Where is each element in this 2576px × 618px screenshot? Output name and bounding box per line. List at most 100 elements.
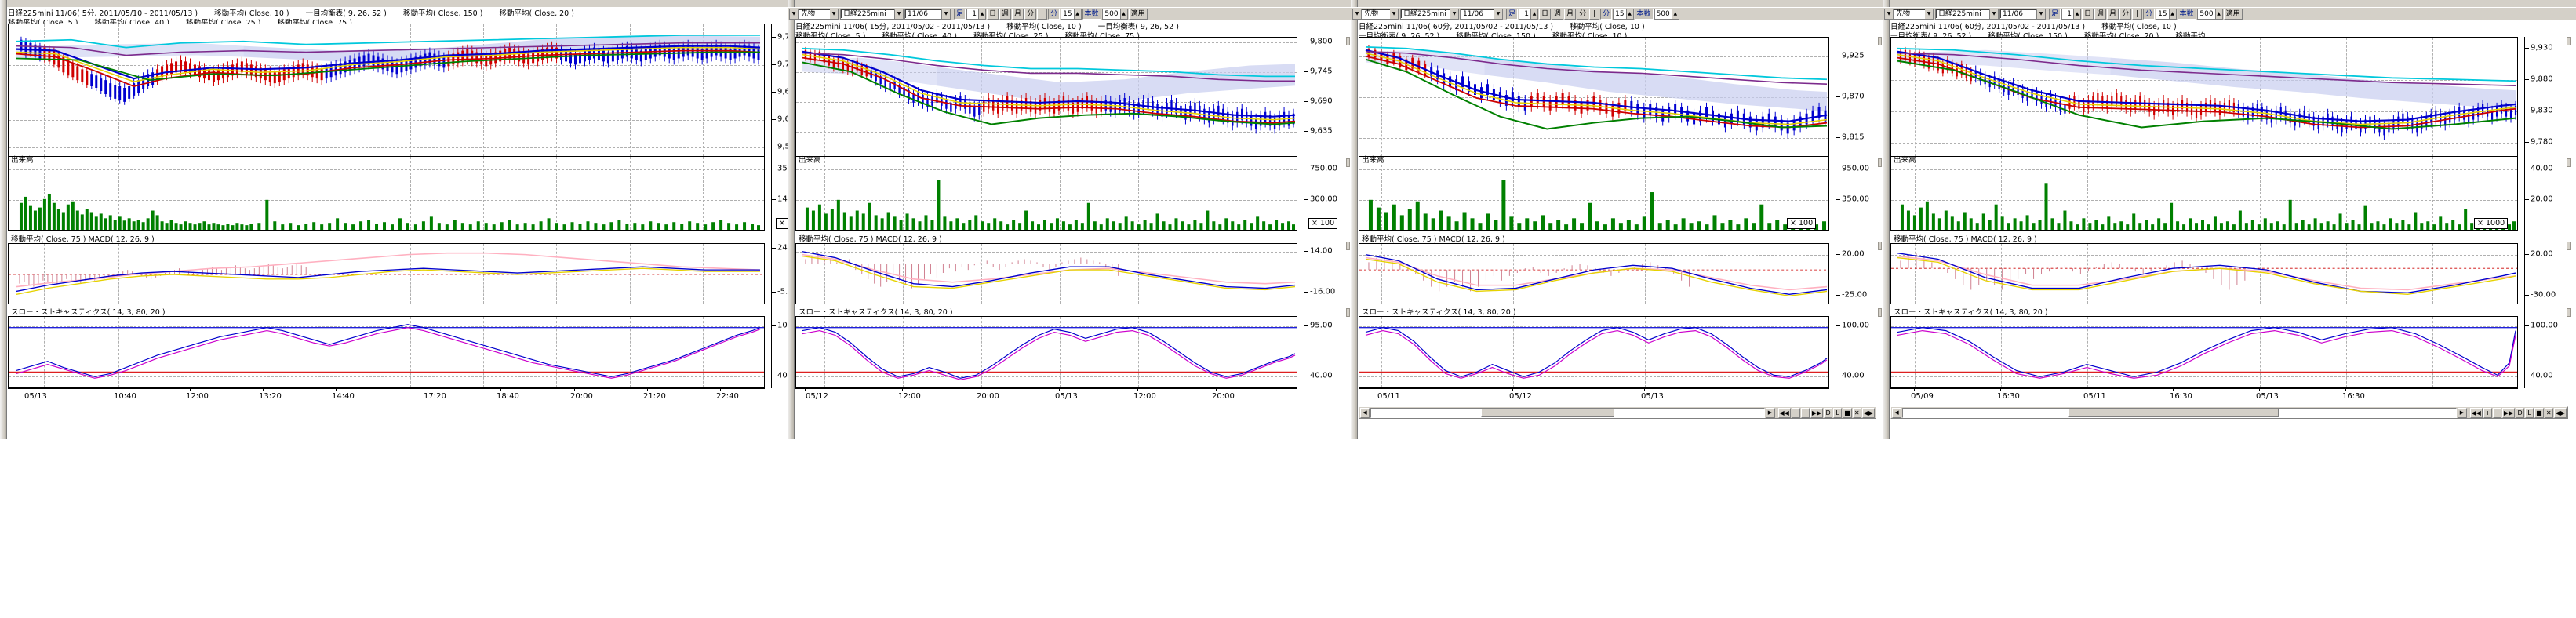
panel-3-one-spin[interactable]: 1 ▲ — [1519, 8, 1539, 20]
panel-2-axis-handle-stoch[interactable] — [1346, 308, 1350, 317]
chart-panel-3[interactable]: ▼ 先物 ▼ 日経225mini ▼ 11/06 ▼ 足 1 ▲ — [1351, 0, 1883, 439]
panel-4-nav-bar[interactable]: ◀ ▶ ◀◀ + − ▶▶ D L ■ ✕ ◀▶ — [1890, 406, 2568, 419]
panel-3-macd-pane[interactable] — [1359, 243, 1829, 304]
panel-4-left-scrollbar[interactable] — [1883, 0, 1890, 439]
panel-3-left-scrollbar[interactable] — [1351, 0, 1358, 439]
chevron-down-icon[interactable]: ▼ — [894, 9, 903, 19]
panel-3-price-pane[interactable] — [1359, 37, 1829, 157]
panel-3-bars-spin[interactable]: 500 ▲ — [1654, 8, 1679, 20]
panel-3-volume-pane[interactable] — [1359, 156, 1829, 231]
chevron-down-icon[interactable]: ▼ — [1353, 9, 1362, 19]
panel-2-stoch-pane[interactable] — [795, 316, 1297, 388]
spinner-icon[interactable]: ▲ — [978, 9, 986, 19]
panel-3-bar-button[interactable]: | — [1589, 8, 1600, 20]
panel-3-nav-btn-0[interactable]: ◀◀ — [1777, 407, 1791, 418]
panel-4-month-button[interactable]: 月 — [2107, 8, 2119, 20]
panel-4-nav-btn-0[interactable]: ◀◀ — [2469, 407, 2483, 418]
panel-2-bars-spin[interactable]: 500 ▲ — [1101, 8, 1128, 20]
chevron-down-icon[interactable]: ▼ — [1925, 9, 1934, 19]
panel-3-honsu-button[interactable]: 本数 — [1634, 8, 1654, 20]
panel-4-week-button[interactable]: 週 — [2094, 8, 2107, 20]
panel-4-axis-handle-price[interactable] — [2567, 37, 2571, 45]
panel-3-axis-handle-macd[interactable] — [1878, 242, 1882, 250]
spinner-icon[interactable]: ▲ — [2168, 9, 2176, 19]
panel-3-nav-btn-7[interactable]: ✕ — [1852, 407, 1861, 418]
panel-4-axis-handle-macd[interactable] — [2567, 242, 2571, 250]
chevron-down-icon[interactable]: ▼ — [2036, 9, 2045, 19]
panel-4-ashi-button[interactable]: 足 — [2049, 8, 2061, 20]
spinner-icon[interactable]: ▲ — [1671, 9, 1679, 19]
panel-3-contract-combo[interactable]: 11/06 ▼ — [1460, 8, 1503, 20]
panel-3-axis-handle-price[interactable] — [1878, 37, 1882, 45]
panel-2-product-combo[interactable]: ▼ 先物 ▼ — [789, 8, 839, 20]
panel-4-nav-btn-5[interactable]: L — [2525, 407, 2534, 418]
panel-3-min2-button[interactable]: 分 — [1600, 8, 1613, 20]
panel-4-interval-spin[interactable]: 15 ▲ — [2156, 8, 2177, 20]
panel-2-macd-pane[interactable] — [795, 243, 1297, 304]
panel-4-nav-btn-6[interactable]: ■ — [2534, 407, 2544, 418]
chevron-down-icon[interactable]: ▼ — [1450, 9, 1458, 19]
panel-4-toolbar[interactable]: ▼ 先物 ▼ 日経225mini ▼ 11/06 ▼ 足 1 ▲ — [1883, 7, 2576, 20]
panel-1-left-scrollbar[interactable] — [0, 0, 7, 439]
panel-3-nav-right-arrow[interactable]: ▶ — [1765, 407, 1775, 418]
panel-3-month-button[interactable]: 月 — [1564, 8, 1577, 20]
panel-3-nav-track[interactable] — [1370, 407, 1765, 418]
panel-4-axis-handle-stoch[interactable] — [2567, 308, 2571, 317]
panel-1-price-pane[interactable] — [8, 24, 765, 157]
panel-4-nav-btn-8[interactable]: ◀▶ — [2553, 407, 2567, 418]
panel-4-bar-button[interactable]: | — [2132, 8, 2143, 20]
chevron-down-icon[interactable]: ▼ — [941, 9, 950, 19]
spinner-icon[interactable]: ▲ — [2073, 9, 2081, 19]
spinner-icon[interactable]: ▲ — [1530, 9, 1538, 19]
panel-1-stoch-pane[interactable] — [8, 316, 765, 388]
panel-4-one-spin[interactable]: 1 ▲ — [2061, 8, 2082, 20]
panel-4-macd-pane[interactable] — [1890, 243, 2518, 304]
panel-4-price-pane[interactable] — [1890, 37, 2518, 157]
panel-3-min-button[interactable]: 分 — [1577, 8, 1589, 20]
spinner-icon[interactable]: ▲ — [1625, 9, 1633, 19]
panel-4-bars-spin[interactable]: 500 ▲ — [2196, 8, 2223, 20]
panel-3-nav-btn-4[interactable]: D — [1824, 407, 1833, 418]
panel-3-ashi-button[interactable]: 足 — [1506, 8, 1519, 20]
panel-3-nav-btn-6[interactable]: ■ — [1843, 407, 1852, 418]
panel-3-interval-spin[interactable]: 15 ▲ — [1613, 8, 1634, 20]
panel-3-product-combo[interactable]: ▼ 先物 ▼ — [1352, 8, 1399, 20]
panel-3-day-button[interactable]: 日 — [1539, 8, 1552, 20]
panel-2-apply-button[interactable]: 適用 — [1128, 8, 1148, 20]
panel-2-price-pane[interactable] — [795, 37, 1297, 157]
panel-2-day-button[interactable]: 日 — [987, 8, 999, 20]
panel-2-ashi-button[interactable]: 足 — [954, 8, 966, 20]
panel-4-nav-thumb[interactable] — [2068, 408, 2279, 417]
chevron-down-icon[interactable]: ▼ — [1989, 9, 1998, 19]
chart-panel-2[interactable]: ▼ 先物 ▼ 日経225mini ▼ 11/06 ▼ 足 1 ▲ — [788, 0, 1351, 439]
panel-3-nav-btn-5[interactable]: L — [1833, 407, 1843, 418]
panel-2-symbol-combo[interactable]: 日経225mini ▼ — [840, 8, 904, 20]
panel-2-min-button[interactable]: 分 — [1024, 8, 1037, 20]
panel-4-nav-track[interactable] — [1902, 407, 2457, 418]
panel-2-interval-spin[interactable]: 15 ▲ — [1061, 8, 1082, 20]
spinner-icon[interactable]: ▲ — [2214, 9, 2222, 19]
panel-4-nav-btn-2[interactable]: − — [2492, 407, 2501, 418]
chevron-down-icon[interactable]: ▼ — [830, 9, 839, 19]
panel-2-week-button[interactable]: 週 — [999, 8, 1012, 20]
panel-2-bar-button[interactable]: | — [1037, 8, 1048, 20]
panel-4-axis-handle-volume[interactable] — [2567, 158, 2571, 167]
panel-3-nav-bar[interactable]: ◀ ▶ ◀◀ + − ▶▶ D L ■ ✕ ◀▶ — [1359, 406, 1876, 419]
panel-2-axis-handle-price[interactable] — [1346, 37, 1350, 45]
chevron-down-icon[interactable]: ▼ — [1390, 9, 1399, 19]
panel-3-nav-btn-3[interactable]: ▶▶ — [1810, 407, 1824, 418]
panel-1-volume-pane[interactable] — [8, 156, 765, 231]
panel-4-honsu-button[interactable]: 本数 — [2177, 8, 2196, 20]
panel-4-nav-left-arrow[interactable]: ◀ — [1892, 407, 1901, 418]
panel-3-symbol-combo[interactable]: 日経225mini ▼ — [1400, 8, 1459, 20]
panel-2-volume-pane[interactable] — [795, 156, 1297, 231]
chart-panel-1[interactable]: 日経225mini 11/06( 5分, 2011/05/10 - 2011/0… — [0, 0, 817, 439]
panel-4-nav-btn-4[interactable]: D — [2516, 407, 2525, 418]
chart-panel-4[interactable]: ▼ 先物 ▼ 日経225mini ▼ 11/06 ▼ 足 1 ▲ — [1883, 0, 2576, 439]
panel-4-apply-button[interactable]: 適用 — [2223, 8, 2243, 20]
panel-3-stoch-pane[interactable] — [1359, 316, 1829, 388]
spinner-icon[interactable]: ▲ — [1119, 9, 1127, 19]
panel-4-nav-btn-1[interactable]: + — [2483, 407, 2492, 418]
panel-2-axis-handle-macd[interactable] — [1346, 242, 1350, 250]
panel-4-product-combo[interactable]: ▼ 先物 ▼ — [1884, 8, 1934, 20]
